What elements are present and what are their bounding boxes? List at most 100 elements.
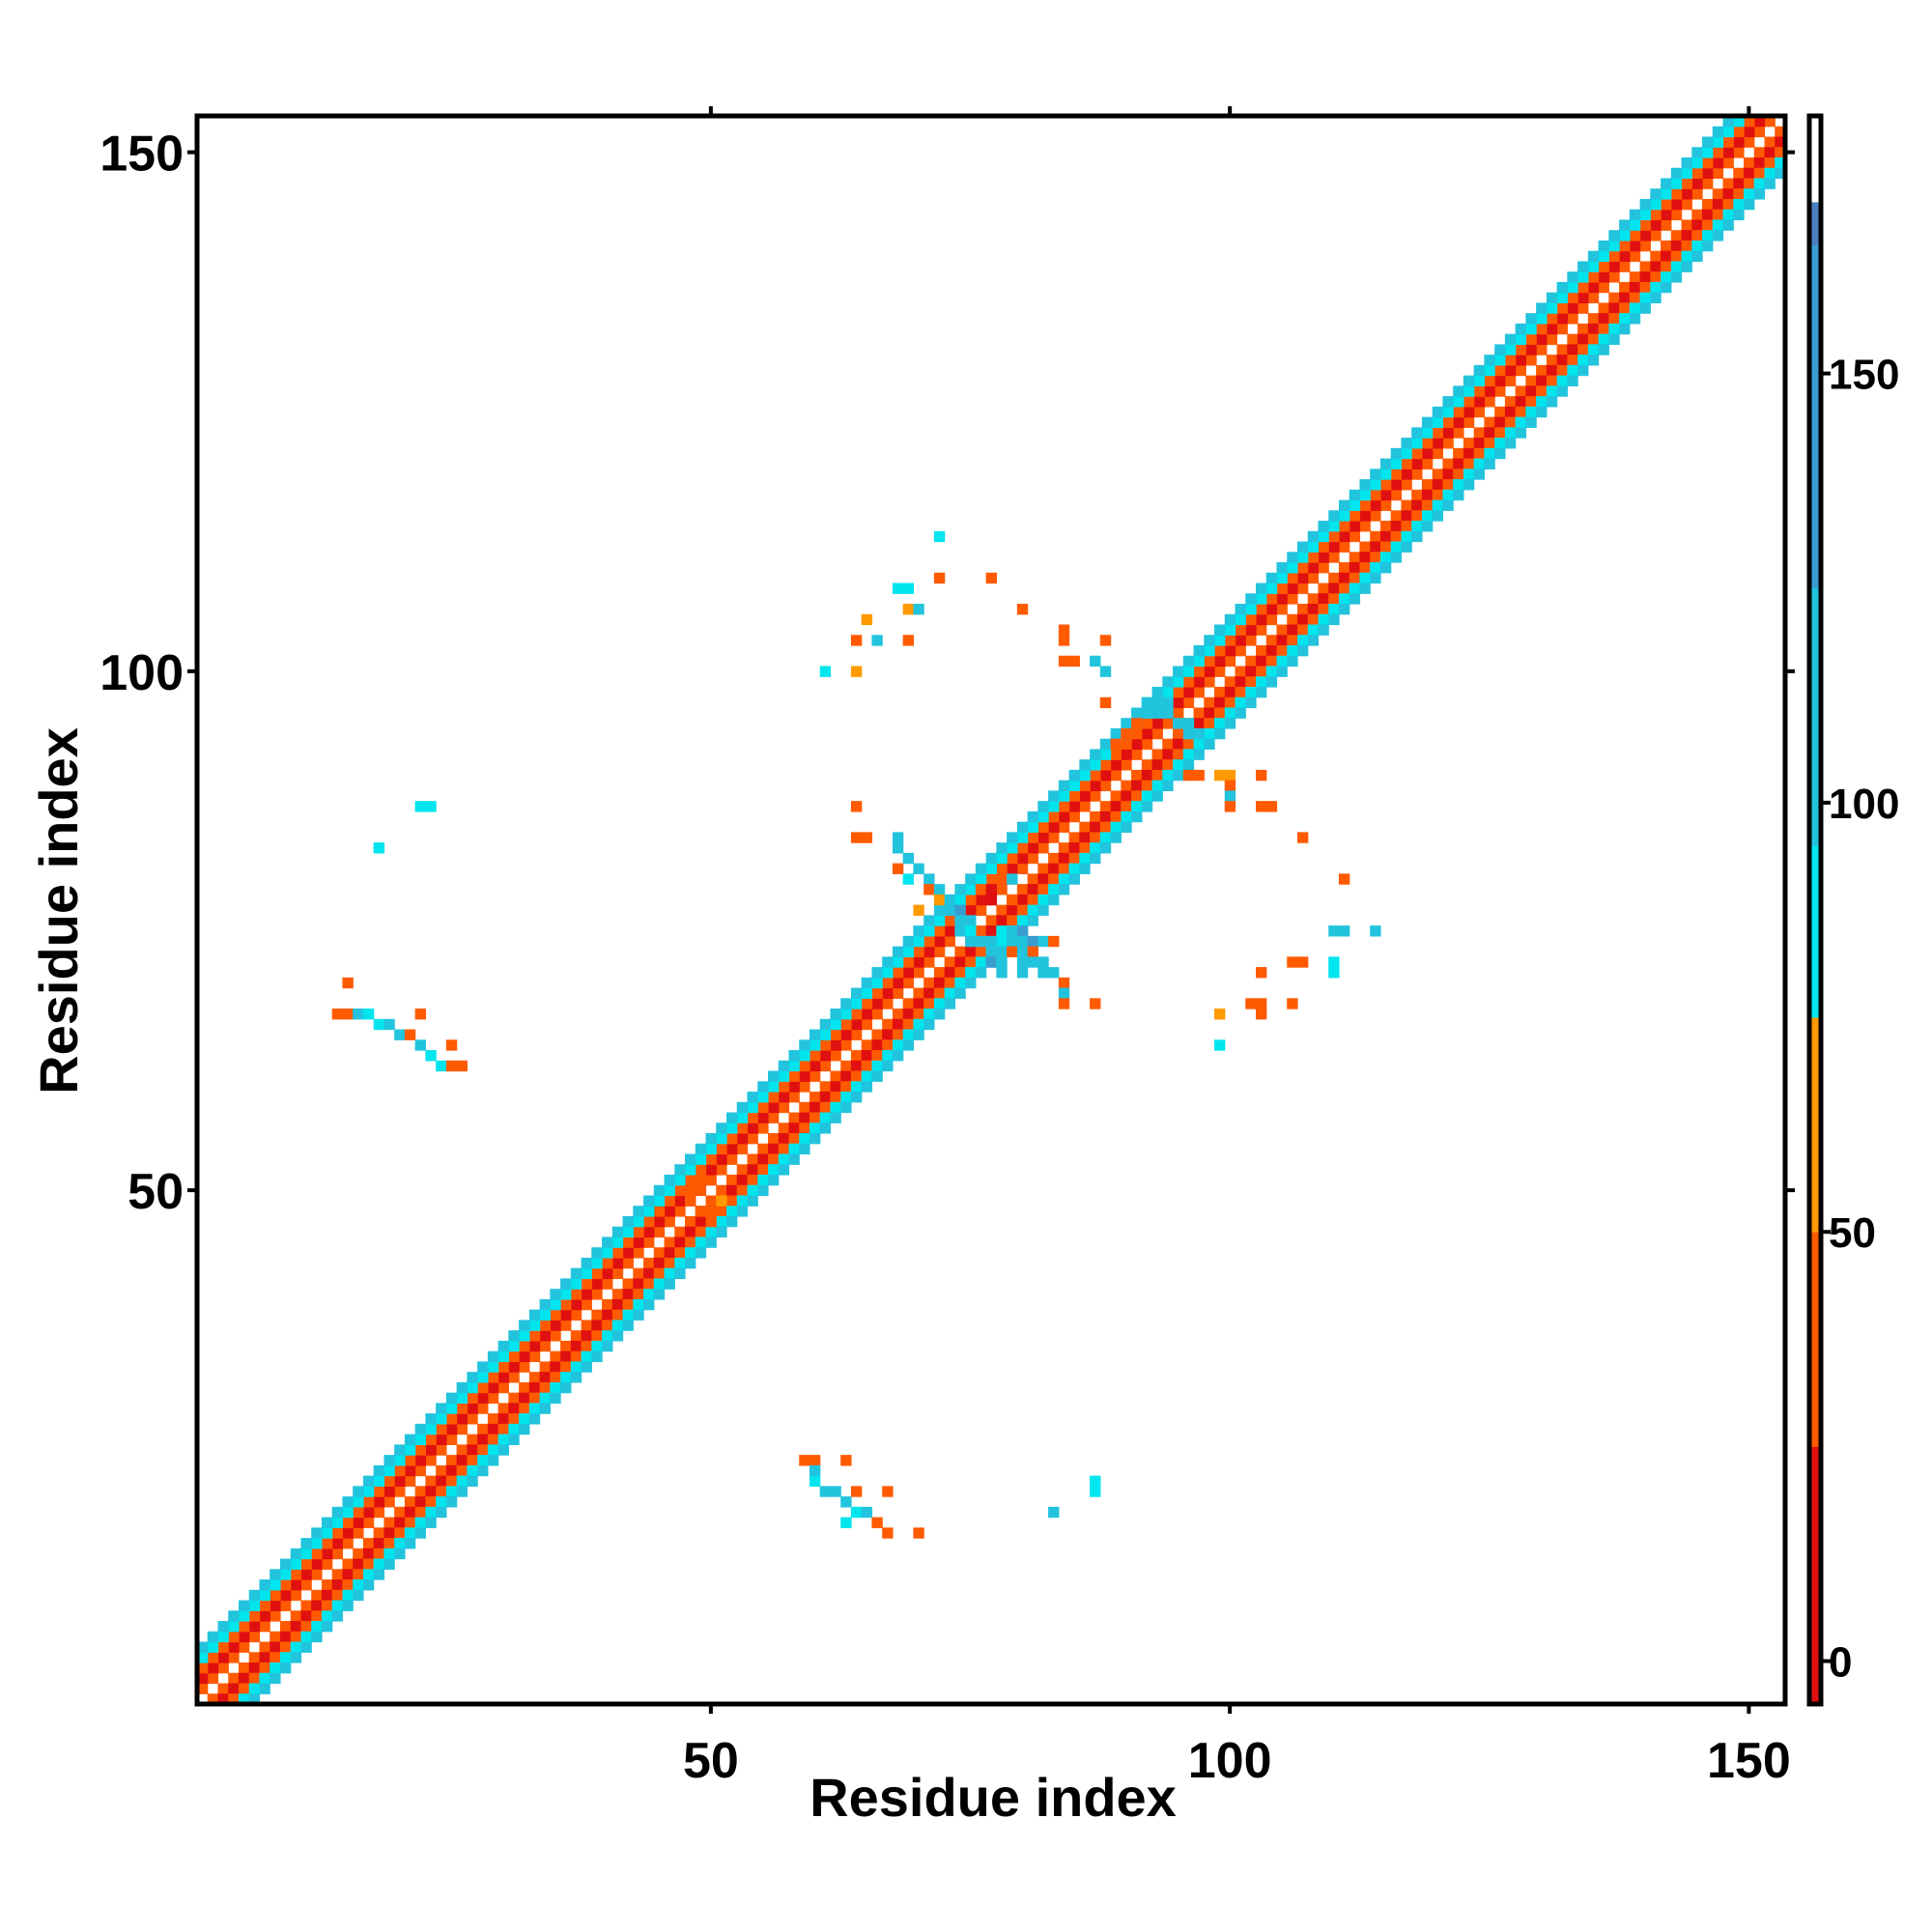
x-tick-label: 150	[1707, 1733, 1791, 1789]
heatmap-cell	[965, 904, 977, 916]
heatmap-cell	[1048, 832, 1060, 843]
heatmap-cell	[1753, 178, 1766, 189]
heatmap-cell	[425, 1475, 437, 1487]
heatmap-cell	[1141, 749, 1153, 760]
heatmap-cell	[560, 1330, 572, 1342]
heatmap-cell	[611, 1278, 624, 1290]
heatmap-cell	[1608, 281, 1620, 294]
heatmap-cell	[1567, 271, 1578, 283]
heatmap-cell	[1370, 510, 1381, 522]
heatmap-cell	[1224, 645, 1236, 657]
heatmap-cell	[1577, 292, 1589, 304]
heatmap-cell	[539, 1298, 551, 1311]
heatmap-cell	[550, 1372, 561, 1383]
heatmap-cell	[591, 1267, 603, 1280]
heatmap-cell	[394, 1464, 406, 1477]
heatmap-cell	[560, 1309, 572, 1321]
heatmap-cell	[1598, 333, 1609, 345]
heatmap-cell	[809, 1060, 821, 1072]
heatmap-cell	[1577, 302, 1589, 314]
heatmap-cell	[404, 1434, 416, 1445]
heatmap-cell	[570, 1298, 582, 1311]
heatmap-cell	[362, 1558, 375, 1570]
heatmap-cell	[1691, 219, 1703, 231]
heatmap-cell	[975, 946, 987, 957]
heatmap-cell	[560, 1289, 572, 1300]
heatmap-cell	[1567, 302, 1578, 314]
heatmap-cell	[902, 977, 915, 989]
heatmap-cell	[1027, 935, 1038, 948]
heatmap-cell	[321, 1579, 333, 1591]
heatmap-cell	[311, 1621, 323, 1633]
heatmap-cell	[1390, 552, 1403, 563]
heatmap-cell	[445, 1423, 458, 1435]
heatmap-cell	[207, 1683, 219, 1694]
heatmap-cell	[664, 1257, 675, 1269]
heatmap-cell	[778, 1092, 790, 1103]
heatmap-cell	[1151, 780, 1163, 792]
heatmap-cell	[1162, 769, 1174, 781]
heatmap-cell	[1121, 769, 1132, 781]
heatmap-cell	[1048, 863, 1060, 874]
heatmap-cell	[270, 1631, 281, 1643]
heatmap-cell	[373, 1538, 385, 1549]
heatmap-cell	[1515, 416, 1526, 428]
heatmap-cell	[1453, 489, 1464, 501]
heatmap-cell	[1296, 541, 1309, 553]
heatmap-cell	[892, 863, 904, 874]
heatmap-cell	[602, 1320, 613, 1331]
heatmap-cell	[653, 1247, 666, 1259]
heatmap-cell	[353, 1579, 364, 1591]
heatmap-cell	[259, 1610, 270, 1622]
heatmap-cell	[1661, 230, 1672, 242]
heatmap-cell	[487, 1392, 499, 1404]
heatmap-cell	[602, 1247, 613, 1259]
heatmap-cell	[1328, 593, 1340, 605]
heatmap-cell	[892, 987, 904, 999]
heatmap-cell	[695, 1153, 707, 1165]
heatmap-cells	[197, 116, 1786, 1705]
heatmap-cell	[933, 904, 946, 916]
heatmap-cell	[902, 946, 915, 957]
heatmap-cell	[1421, 427, 1434, 439]
heatmap-cell	[716, 1195, 727, 1207]
heatmap-cell	[1296, 562, 1309, 574]
heatmap-cell	[519, 1423, 530, 1435]
heatmap-cell	[1691, 188, 1703, 200]
heatmap-cell	[1504, 416, 1517, 428]
heatmap-cell	[861, 987, 873, 999]
heatmap-cell	[384, 1018, 395, 1031]
heatmap-cell	[705, 1206, 717, 1217]
heatmap-cell	[1629, 209, 1641, 221]
heatmap-cell	[445, 1496, 458, 1508]
heatmap-cell	[1722, 178, 1734, 189]
heatmap-cell	[1079, 821, 1091, 834]
heatmap-cell	[394, 1527, 406, 1539]
heatmap-cell	[1775, 156, 1786, 169]
heatmap-cell	[996, 946, 1008, 957]
heatmap-cell	[1536, 406, 1548, 418]
heatmap-cell	[1536, 302, 1548, 314]
heatmap-cell	[1515, 323, 1526, 335]
heatmap-cell	[985, 956, 997, 968]
heatmap-cell	[1307, 530, 1320, 543]
heatmap-cell	[1712, 178, 1724, 189]
heatmap-cell	[394, 1517, 406, 1528]
heatmap-cell	[1318, 604, 1329, 615]
heatmap-cell	[799, 1050, 810, 1062]
heatmap-cell	[1712, 209, 1724, 221]
heatmap-cell	[528, 1350, 541, 1363]
heatmap-cell	[290, 1589, 302, 1602]
heatmap-cell	[1256, 593, 1267, 605]
heatmap-cell	[1265, 613, 1278, 626]
heatmap-cell	[1307, 552, 1320, 563]
heatmap-cell	[384, 1517, 395, 1528]
heatmap-cell	[944, 967, 955, 979]
heatmap-cell	[436, 1496, 447, 1508]
heatmap-cell	[840, 1070, 852, 1082]
heatmap-cell	[1463, 375, 1475, 386]
heatmap-cell	[850, 1070, 863, 1082]
heatmap-cell	[477, 1413, 489, 1425]
heatmap-cell	[591, 1320, 603, 1331]
heatmap-cell	[1463, 385, 1475, 397]
